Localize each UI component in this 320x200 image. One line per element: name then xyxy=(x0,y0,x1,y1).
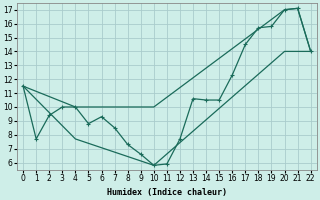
X-axis label: Humidex (Indice chaleur): Humidex (Indice chaleur) xyxy=(107,188,227,197)
